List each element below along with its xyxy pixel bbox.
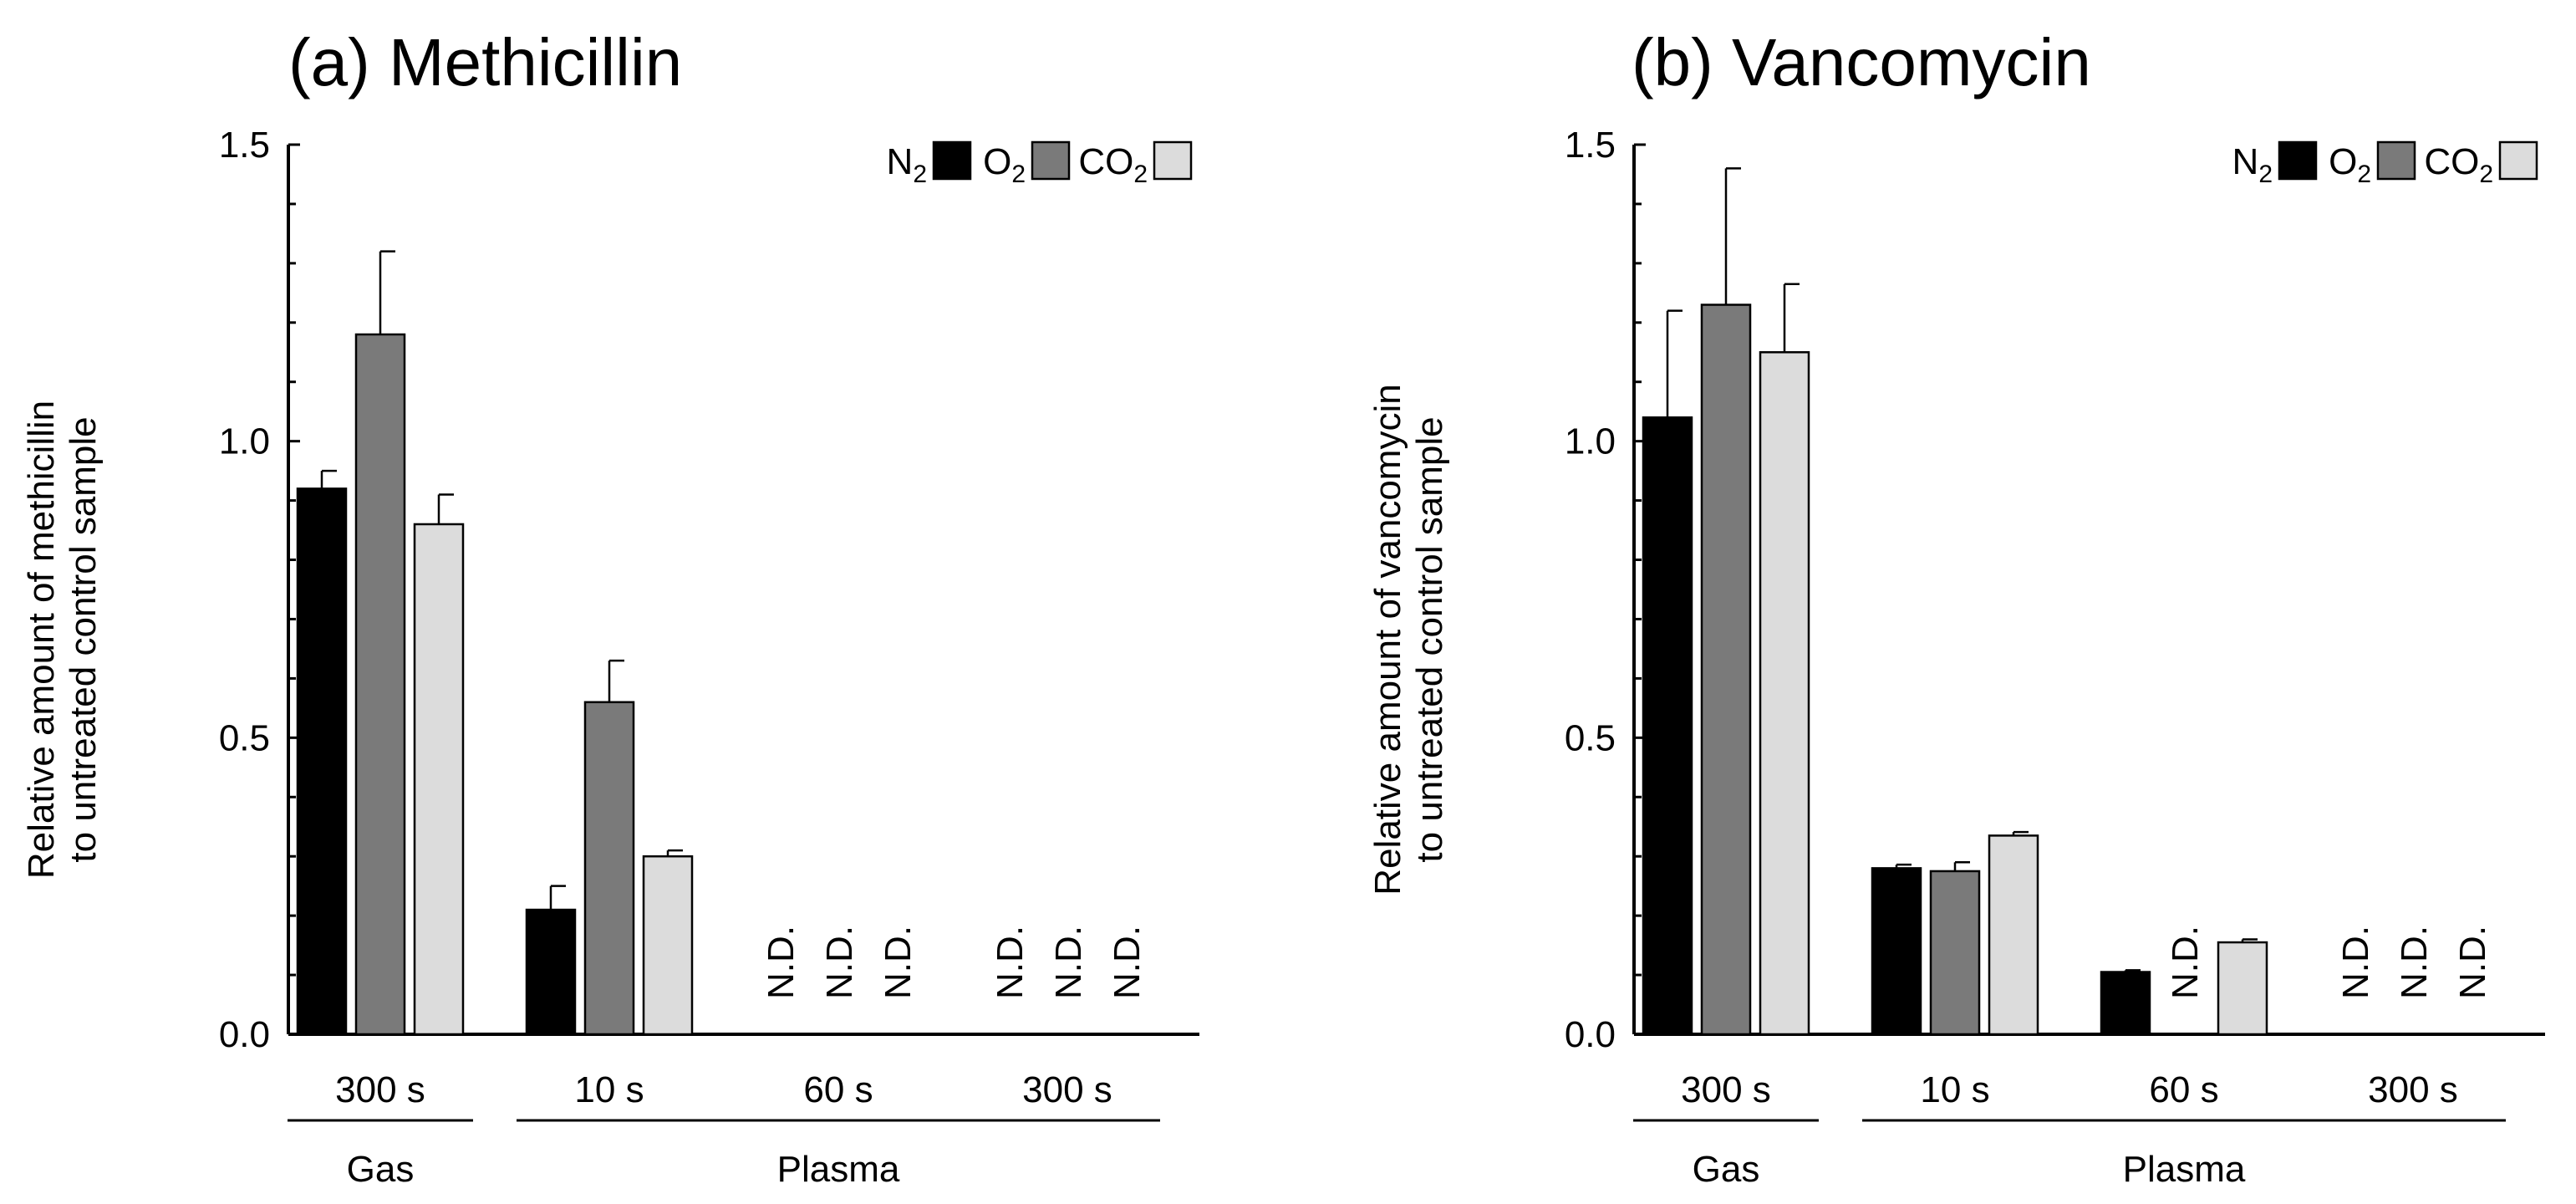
legend-label-base: N [887, 141, 914, 182]
group-label: Plasma [2123, 1149, 2246, 1190]
nd-label: N.D. [2394, 926, 2435, 999]
legend-swatch-co2 [1153, 140, 1193, 181]
legend-swatch-n2 [932, 140, 972, 181]
y-axis-label-line: Relative amount of vancomycin [1367, 384, 1408, 895]
legend-label: CO2 [2424, 141, 2493, 188]
category-label: 60 s [2149, 1069, 2218, 1110]
legend-label-base: O [983, 141, 1011, 182]
category-label: 300 s [1681, 1069, 1771, 1110]
bar-co2 [2217, 941, 2268, 1036]
y-axis-label-line: to untreated control sample [63, 416, 104, 862]
legend-label-base: O [2329, 141, 2357, 182]
y-tick-label: 1.0 [1565, 421, 1616, 462]
nd-label: N.D. [1107, 926, 1148, 999]
bar-n2 [1642, 416, 1693, 1036]
nd-label: N.D. [2335, 926, 2376, 999]
bar-n2 [296, 487, 348, 1036]
y-tick-label: 0.0 [219, 1014, 270, 1055]
legend-label-base: N [2232, 141, 2259, 182]
bar-o2 [354, 333, 406, 1036]
y-axis-label-line: Relative amount of methicillin [21, 400, 62, 879]
legend-label-sub: 2 [2357, 161, 2371, 188]
bar-n2 [1871, 867, 1922, 1036]
bar-o2 [1700, 304, 1752, 1036]
y-tick-label: 1.0 [219, 421, 270, 462]
y-tick-label: 1.5 [219, 125, 270, 166]
y-axis-label-line: to untreated control sample [1409, 416, 1450, 862]
category-label: 10 s [574, 1069, 644, 1110]
y-tick-label: 0.5 [219, 717, 270, 758]
y-tick-label: 0.0 [1565, 1014, 1616, 1055]
legend-swatch-co2 [2498, 140, 2538, 181]
y-axis-label: Relative amount of methicillinto untreat… [21, 400, 104, 879]
legend-label: O2 [2329, 141, 2371, 188]
category-label: 300 s [2368, 1069, 2458, 1110]
group-label: Gas [347, 1149, 415, 1190]
nd-label: N.D. [1048, 926, 1089, 999]
category-label: 300 s [1022, 1069, 1112, 1110]
legend-label-sub: 2 [2258, 161, 2273, 188]
bar-n2 [525, 908, 577, 1036]
nd-label: N.D. [2165, 926, 2206, 999]
group-label: Plasma [777, 1149, 900, 1190]
y-tick-label: 1.5 [1565, 125, 1616, 166]
category-label: 300 s [335, 1069, 425, 1110]
group-label: Gas [1693, 1149, 1760, 1190]
chart-panel-b: (b) Vancomycin 0.0 0.5 1.0 1.5 Relative amoun… [1367, 25, 2545, 1190]
bar-co2 [1759, 351, 1810, 1036]
legend-label-sub: 2 [1011, 161, 1026, 188]
y-axis-label: Relative amount of vancomycinto untreate… [1367, 384, 1450, 895]
bar-co2 [1988, 834, 2039, 1036]
bar-n2 [2100, 971, 2151, 1036]
bar-co2 [642, 855, 694, 1036]
legend-swatch-o2 [1031, 140, 1071, 181]
bar-co2 [413, 523, 465, 1036]
legend-label-sub: 2 [913, 161, 927, 188]
legend-label: CO2 [1078, 141, 1148, 188]
category-label: 60 s [803, 1069, 873, 1110]
legend-label: N2 [2232, 141, 2273, 188]
nd-label: N.D. [990, 926, 1031, 999]
chart-panel-a: (a) Methicillin 0.0 0.5 1.0 1.5 Relative amou… [21, 25, 1199, 1190]
bar-o2 [1929, 870, 1981, 1036]
nd-label: N.D. [878, 926, 919, 999]
legend-swatch-o2 [2376, 140, 2416, 181]
category-label: 10 s [1920, 1069, 1989, 1110]
nd-label: N.D. [761, 926, 802, 999]
legend-label-sub: 2 [2479, 161, 2493, 188]
chart-title: (a) Methicillin [288, 25, 682, 99]
nd-label: N.D. [819, 926, 860, 999]
nd-label: N.D. [2452, 926, 2493, 999]
bar-o2 [583, 701, 635, 1036]
y-tick-label: 0.5 [1565, 717, 1616, 758]
legend-label-base: CO [1078, 141, 1133, 182]
chart-title: (b) Vancomycin [1632, 25, 2091, 99]
legend-swatch-n2 [2278, 140, 2318, 181]
legend-label-sub: 2 [1133, 161, 1148, 188]
legend-label-base: CO [2424, 141, 2479, 182]
legend-label: N2 [887, 141, 927, 188]
legend-label: O2 [983, 141, 1026, 188]
